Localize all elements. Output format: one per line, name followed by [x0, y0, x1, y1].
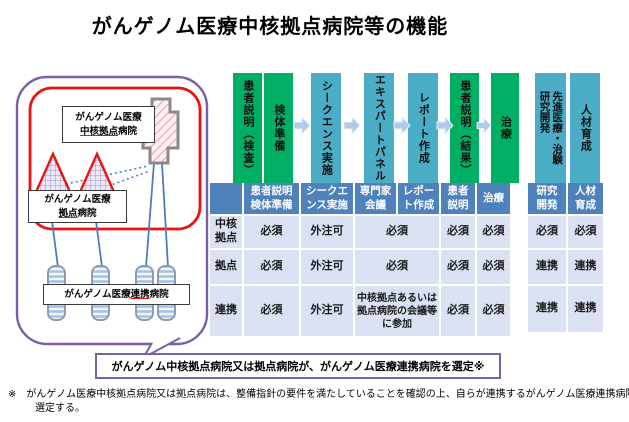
cell: 必須 [355, 250, 439, 284]
col-header-expert-meeting: 専門家 会議 [355, 183, 396, 214]
cell: 必須 [244, 286, 299, 336]
cell: 中核拠点あるいは拠点病院の会議等に参加 [355, 286, 439, 336]
flow-step-specimen-preparation: 検体準備 [264, 73, 293, 183]
col-header-sequencing: シークエ ンス実施 [301, 183, 353, 214]
table-header-row: 患者説明 検体準備 シークエ ンス実施 専門家 会議 レポー ト作成 患者 説明… [210, 183, 510, 214]
cell: 外注可 [301, 216, 353, 248]
flow-step-advanced-research: 先進医療・治験 研究開発 [535, 73, 566, 183]
selection-callout: がんゲノム中核拠点病院又は拠点病院が、がんゲノム医療連携病院を選定※ [95, 353, 501, 379]
table-row-hub: 連携 連携 [528, 250, 603, 284]
col-header-research: 研究 開発 [528, 183, 566, 214]
corner-cell [210, 183, 242, 214]
table-row-core: 必須 必須 [528, 216, 603, 248]
cell: 必須 [441, 250, 475, 284]
link-line [145, 162, 155, 268]
flow-step-report-creation: レポート作成 [408, 73, 438, 183]
cell: 必須 [441, 216, 475, 248]
col-header-treatment: 治療 [477, 183, 510, 214]
col-header-hr: 人材 育成 [568, 183, 603, 214]
cell: 外注可 [301, 250, 353, 284]
cell: 必須 [568, 216, 603, 248]
cell: 連携 [568, 286, 603, 332]
flow-step-hr-development: 人材育成 [570, 73, 600, 183]
col-header-patient-explanation: 患者 説明 [441, 183, 475, 214]
cell: 連携 [528, 286, 566, 332]
cell: 必須 [477, 286, 510, 336]
table-row-hub: 拠点 必須 外注可 必須 必須 必須 [210, 250, 510, 284]
flow-step-sequencing: シークエンス実施 [311, 73, 341, 183]
flow-step-patient-explanation-result: 患者説明（結果） [450, 73, 479, 183]
footnote: ※ がんゲノム医療中核拠点病院又は拠点病院は、整備指針の要件を満たしていることを… [8, 389, 629, 414]
cell: 必須 [244, 216, 299, 248]
table-header-row: 研究 開発 人材 育成 [528, 183, 603, 214]
flow-step-treatment: 治療 [491, 73, 519, 183]
flow-arrow-icon [476, 116, 492, 135]
col-header-patient-specimen: 患者説明 検体準備 [244, 183, 299, 214]
flow-step-expert-panel: エキスパートパネル [364, 73, 394, 183]
row-label: 中核 拠点 [210, 216, 242, 248]
function-requirements-table: 患者説明 検体準備 シークエ ンス実施 専門家 会議 レポー ト作成 患者 説明… [208, 181, 512, 338]
flow-arrow-icon [393, 115, 411, 136]
link-line [161, 162, 169, 268]
row-label: 拠点 [210, 250, 242, 284]
link-line [51, 220, 59, 268]
flow-step-patient-explanation-test: 患者説明（検査） [233, 73, 262, 183]
core-network-boundary [28, 86, 202, 231]
cell: 必須 [244, 250, 299, 284]
col-header-report: レポー ト作成 [398, 183, 439, 214]
flow-arrow-icon [293, 115, 311, 136]
research-hr-table: 研究 開発 人材 育成 必須 必須 連携 連携 連携 連携 [526, 181, 605, 334]
table-row-coop: 連携 必須 外注可 中核拠点あるいは拠点病院の会議等に参加 必須 必須 [210, 286, 510, 336]
cell: 必須 [355, 216, 439, 248]
flow-arrow-icon [343, 115, 361, 136]
cell: 必須 [528, 216, 566, 248]
cell: 必須 [477, 250, 510, 284]
cell: 連携 [568, 250, 603, 284]
cell: 必須 [441, 286, 475, 336]
table-row-core: 中核 拠点 必須 外注可 必須 必須 必須 [210, 216, 510, 248]
hub-hospital-label: がんゲノム医療 拠点病院 [28, 190, 127, 223]
core-hospital-label: がんゲノム医療 中核拠点病院 [62, 106, 155, 143]
cell: 外注可 [301, 286, 353, 336]
flow-arrow-icon [436, 115, 454, 136]
cell: 連携 [528, 250, 566, 284]
link-line [95, 220, 103, 268]
cell: 必須 [477, 216, 510, 248]
coop-hospital-label: がんゲノム医療連携病院 [43, 284, 190, 305]
table-row-coop: 連携 連携 [528, 286, 603, 332]
row-label: 連携 [210, 286, 242, 336]
page-title: がんゲノム医療中核拠点病院等の機能 [91, 16, 449, 38]
